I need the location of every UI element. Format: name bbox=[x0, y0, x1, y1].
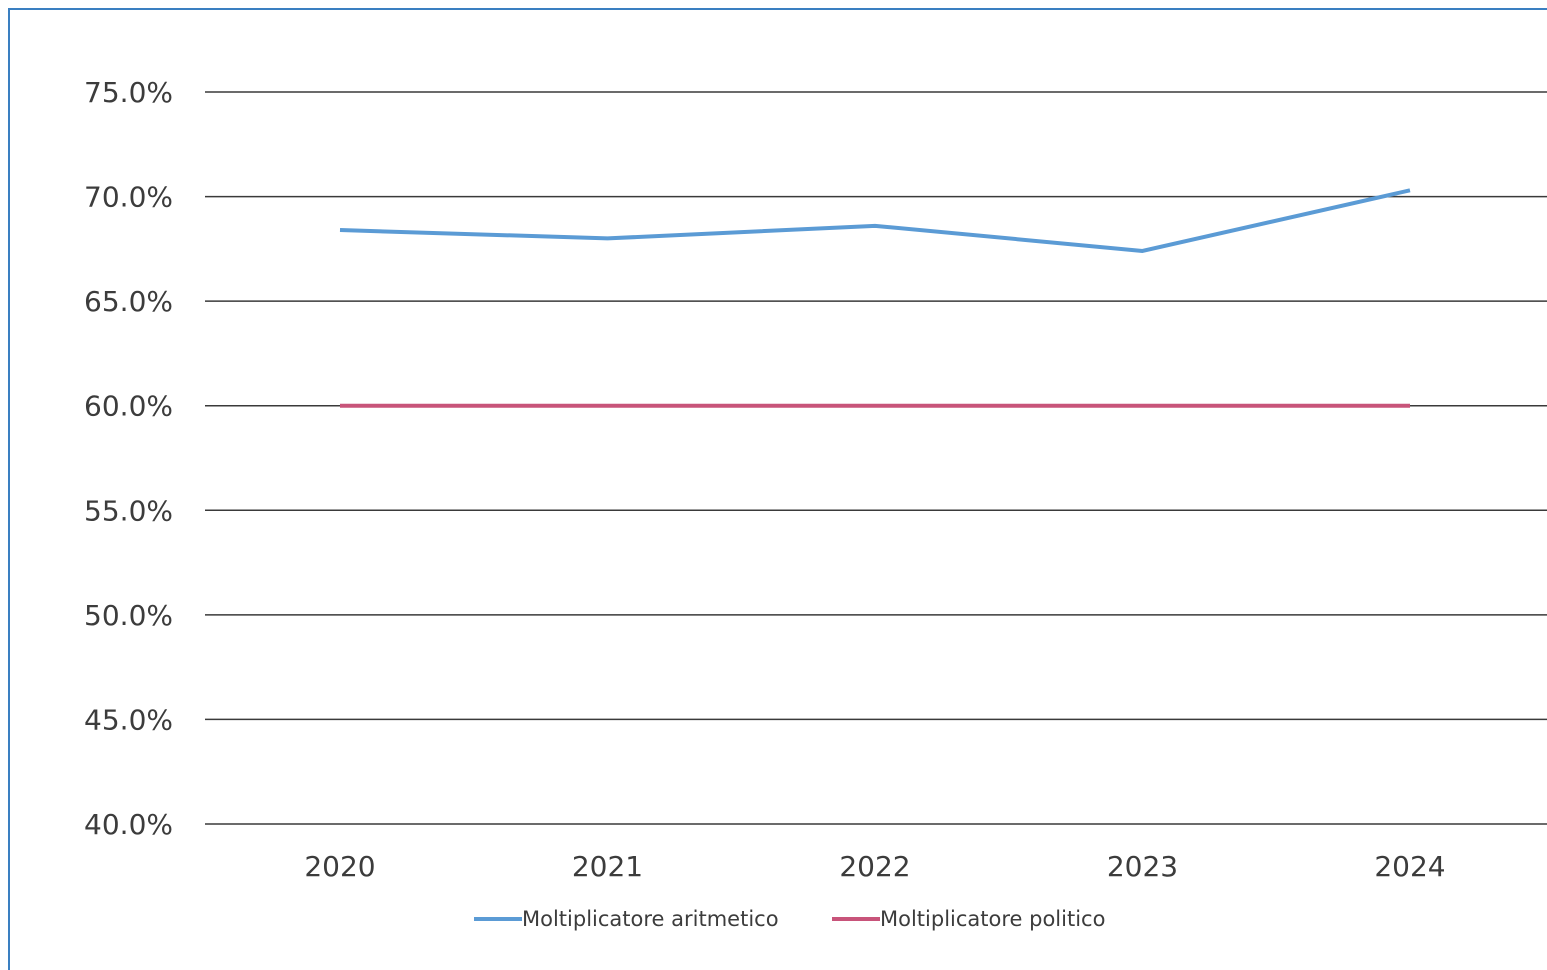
y-tick-label: 70.0% bbox=[84, 181, 173, 214]
x-tick-label: 2020 bbox=[304, 850, 375, 883]
series-line-aritmetico bbox=[339, 188, 1411, 253]
y-tick-label: 55.0% bbox=[84, 494, 173, 527]
x-tick-label: 2023 bbox=[1107, 850, 1178, 883]
gridlines bbox=[205, 91, 1547, 825]
series-lines bbox=[339, 188, 1411, 408]
x-axis-labels: 2020 2021 2022 2023 2024 bbox=[304, 850, 1445, 883]
legend-label-politico: Moltiplicatore politico bbox=[880, 907, 1105, 931]
y-tick-label: 50.0% bbox=[84, 599, 173, 632]
y-tick-label: 75.0% bbox=[84, 76, 173, 109]
legend: Moltiplicatore aritmetico Moltiplicatore… bbox=[474, 907, 1105, 931]
y-tick-label: 45.0% bbox=[84, 703, 173, 736]
y-tick-label: 65.0% bbox=[84, 285, 173, 318]
chart-frame: 75.0% 70.0% 65.0% 60.0% 55.0% 50.0% 45.0% 40.0%… bbox=[8, 8, 1547, 970]
legend-label-aritmetico: Moltiplicatore aritmetico bbox=[522, 907, 779, 931]
x-tick-label: 2022 bbox=[839, 850, 910, 883]
y-tick-label: 40.0% bbox=[84, 808, 173, 841]
x-tick-label: 2021 bbox=[572, 850, 643, 883]
x-tick-label: 2024 bbox=[1374, 850, 1445, 883]
y-tick-label: 60.0% bbox=[84, 390, 173, 423]
line-chart: 75.0% 70.0% 65.0% 60.0% 55.0% 50.0% 45.0% 40.0%… bbox=[84, 76, 1547, 931]
y-axis-labels: 75.0% 70.0% 65.0% 60.0% 55.0% 50.0% 45.0% 40.0% bbox=[84, 76, 173, 841]
